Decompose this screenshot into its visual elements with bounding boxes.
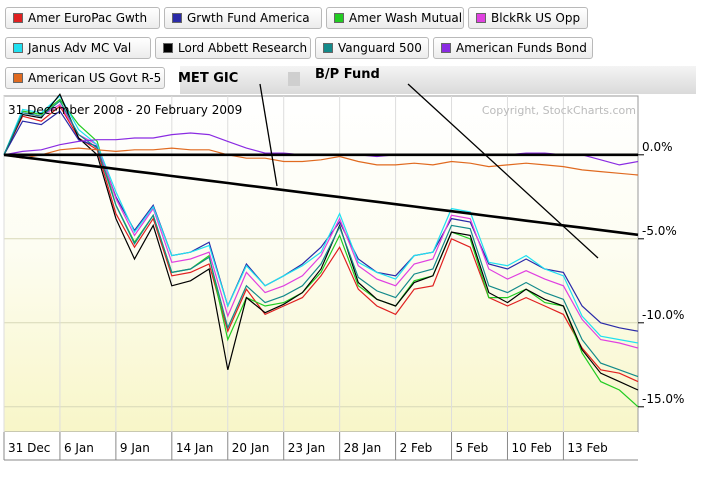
swatch-icon	[13, 13, 23, 23]
series-line-lord-abbett-research	[3, 93, 639, 391]
legend-item-vanguard[interactable]: Vanguard 500	[315, 37, 429, 59]
x-tick-label: 13 Feb	[567, 441, 607, 455]
swatch-icon	[163, 43, 173, 53]
x-axis: 31 Dec 6 Jan 9 Jan 14 Jan 20 Jan 23 Jan 28 Jan…	[3, 432, 638, 461]
x-tick-label: 2 Feb	[400, 441, 433, 455]
swatch-icon	[441, 43, 451, 53]
y-tick-label: -5.0%	[642, 224, 677, 238]
swatch-icon	[172, 13, 182, 23]
y-tick-label: -10.0%	[642, 308, 684, 322]
legend-item-grwth-fund[interactable]: Grwth Fund America	[164, 7, 322, 29]
x-axis-band	[4, 432, 638, 460]
series-line-vanguard-500	[3, 100, 639, 378]
x-tick-label: 14 Jan	[176, 441, 214, 455]
x-tick-label: 5 Feb	[456, 441, 489, 455]
series-line-b-p-fund	[3, 153, 639, 237]
legend-item-blckrk[interactable]: BlckRk US Opp	[468, 7, 588, 29]
legend-item-amer-wash[interactable]: Amer Wash Mutual	[326, 7, 464, 29]
x-tick-label: 6 Jan	[64, 441, 94, 455]
legend-item-janus[interactable]: Janus Adv MC Val	[5, 37, 151, 59]
legend-item-american-us-govt[interactable]: American US Govt R-5	[5, 67, 165, 89]
met-gic-label: MET GIC	[178, 71, 239, 86]
series-line-american-us-govt-r-5	[3, 147, 639, 176]
series-line-amer-wash-mutual	[3, 98, 639, 408]
series-line-amer-europac-gwth	[3, 105, 639, 383]
annotation-box	[288, 72, 300, 86]
legend-item-american-funds-bond[interactable]: American Funds Bond	[433, 37, 593, 59]
series-line-janus-adv-mc-val	[3, 95, 639, 344]
swatch-icon	[476, 13, 486, 23]
x-tick-label: 23 Jan	[288, 441, 326, 455]
legend-item-lord-abbett[interactable]: Lord Abbett Research	[155, 37, 311, 59]
met-gic-pointer	[259, 83, 278, 187]
bp-fund-label: B/P Fund	[315, 67, 380, 82]
y-tick-label: 0.0%	[642, 140, 673, 154]
x-tick-label: 10 Feb	[511, 441, 551, 455]
swatch-icon	[13, 43, 23, 53]
date-range: 31 December 2008 - 20 February 2009	[8, 103, 242, 117]
copyright: Copyright, StockCharts.com	[482, 104, 636, 117]
x-tick-label: 20 Jan	[232, 441, 270, 455]
y-axis: 0.0% -5.0% -10.0% -15.0%	[638, 140, 684, 408]
y-tick-label: -15.0%	[642, 392, 684, 406]
legend-item-amer-europac[interactable]: Amer EuroPac Gwth	[5, 7, 160, 29]
swatch-icon	[323, 43, 333, 53]
x-tick-label: 28 Jan	[344, 441, 382, 455]
series-line-blckrk-us-opp	[3, 103, 639, 349]
legend-shade-bar	[180, 66, 696, 94]
swatch-icon	[13, 73, 23, 83]
x-tick-label: 9 Jan	[120, 441, 150, 455]
swatch-icon	[334, 13, 344, 23]
x-tick-label: 31 Dec	[8, 441, 50, 455]
series-lines	[3, 93, 639, 408]
bp-fund-pointer	[407, 83, 599, 259]
